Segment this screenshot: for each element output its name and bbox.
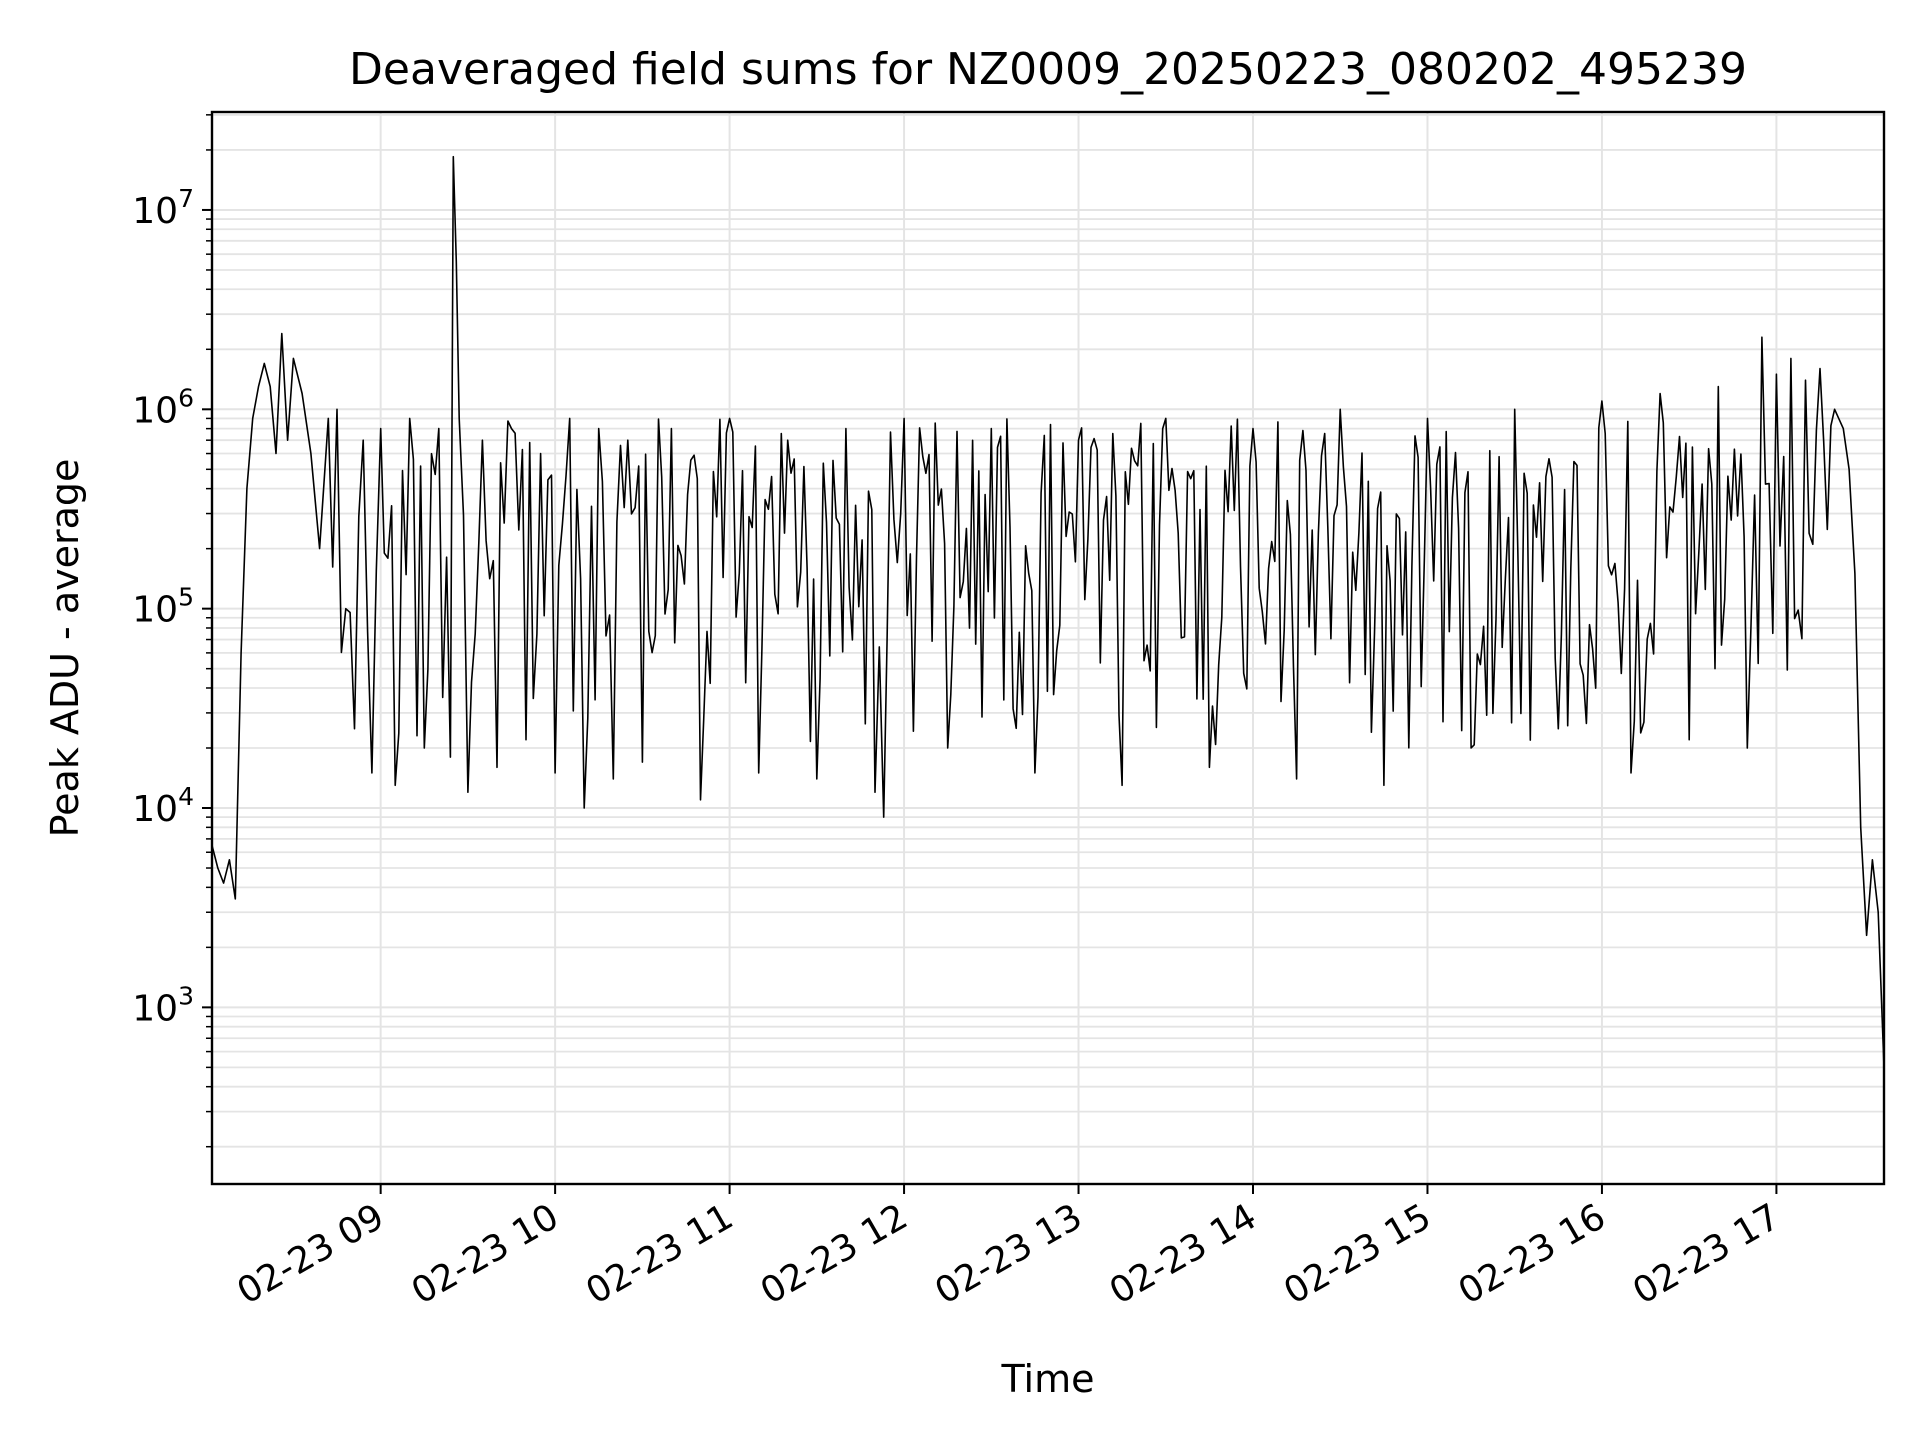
- y-tick-exponent: 6: [178, 383, 194, 412]
- y-tick-base: 10: [132, 191, 178, 232]
- x-axis-label: Time: [1001, 1357, 1095, 1401]
- plot-frame: [210, 110, 1886, 1186]
- series-line: [212, 155, 1884, 1068]
- y-tick-exponent: 3: [178, 981, 194, 1010]
- y-tick-base: 10: [132, 988, 178, 1029]
- y-tick-exponent: 4: [178, 782, 194, 811]
- y-tick-label: 104: [132, 782, 194, 830]
- tick-layer: [202, 114, 1778, 1194]
- y-tick-exponent: 5: [178, 583, 194, 612]
- y-tick-label: 107: [132, 184, 194, 232]
- chart-title: Deaveraged field sums for NZ0009_2025022…: [349, 44, 1747, 95]
- plot-area: [212, 155, 1884, 1068]
- y-tick-label: 103: [132, 981, 194, 1029]
- y-tick-exponent: 7: [178, 184, 194, 213]
- y-tick-label: 105: [132, 583, 194, 631]
- y-tick-base: 10: [132, 789, 178, 830]
- y-tick-label: 106: [132, 383, 194, 431]
- y-axis-label: Peak ADU - average: [43, 459, 87, 838]
- y-tick-base: 10: [132, 390, 178, 431]
- y-tick-base: 10: [132, 590, 178, 631]
